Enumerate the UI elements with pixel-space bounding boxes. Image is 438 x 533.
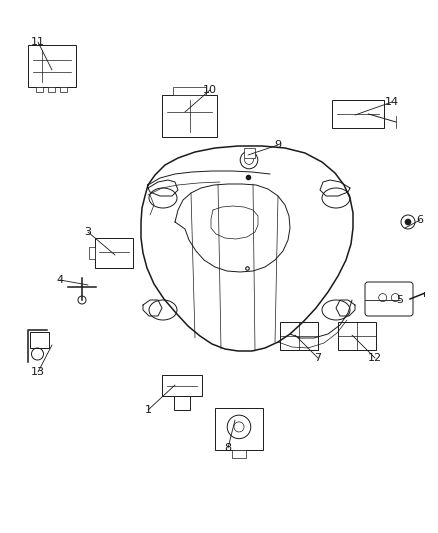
- FancyBboxPatch shape: [365, 282, 413, 316]
- Text: 3: 3: [85, 227, 92, 237]
- Bar: [232, 450, 246, 458]
- Bar: [30, 332, 49, 348]
- Bar: [215, 408, 263, 450]
- Bar: [280, 322, 318, 350]
- Bar: [332, 100, 384, 128]
- Bar: [162, 375, 202, 396]
- Text: 11: 11: [31, 37, 45, 47]
- Text: 5: 5: [396, 295, 403, 305]
- Text: 12: 12: [368, 353, 382, 363]
- Bar: [60, 87, 67, 92]
- Bar: [89, 247, 95, 259]
- Text: 10: 10: [203, 85, 217, 95]
- Circle shape: [405, 219, 411, 225]
- Bar: [174, 396, 190, 410]
- Text: 1: 1: [145, 405, 152, 415]
- Text: 14: 14: [385, 97, 399, 107]
- Text: 9: 9: [275, 140, 282, 150]
- Text: 13: 13: [31, 367, 45, 377]
- Bar: [36, 87, 43, 92]
- Text: 4: 4: [57, 275, 64, 285]
- Text: 7: 7: [314, 353, 321, 363]
- Bar: [173, 87, 206, 95]
- Bar: [48, 87, 55, 92]
- Text: 6: 6: [417, 215, 424, 225]
- Text: 8: 8: [224, 443, 232, 453]
- Bar: [162, 95, 217, 137]
- Bar: [95, 238, 133, 268]
- Bar: [244, 148, 254, 158]
- Bar: [28, 45, 76, 87]
- Bar: [338, 322, 376, 350]
